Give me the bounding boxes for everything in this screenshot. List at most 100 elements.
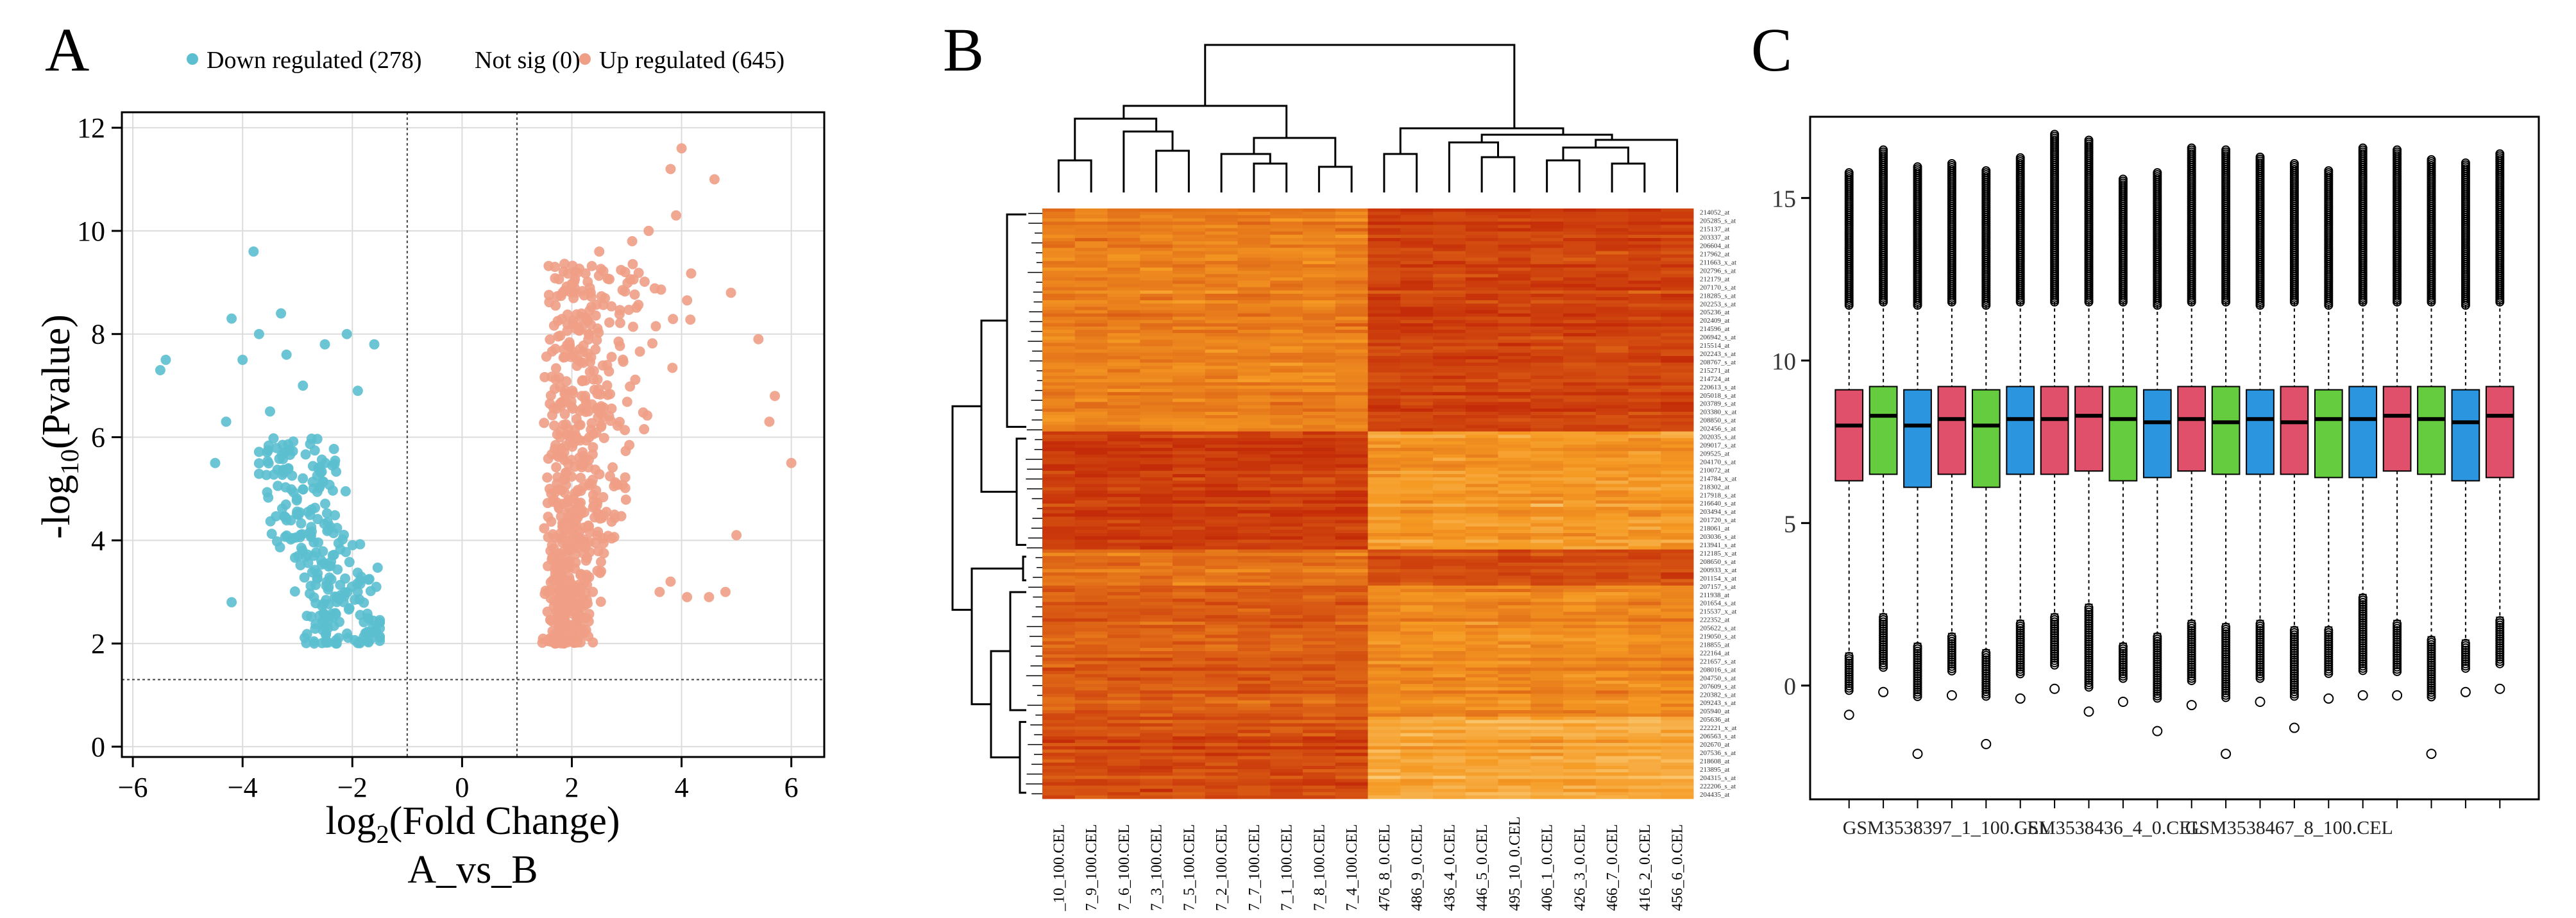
dendrogram-branch [1074,117,1158,160]
heatmap-cell [1074,513,1108,517]
heatmap-cell [1237,795,1271,799]
heatmap-cell [1465,484,1498,488]
heatmap-cell [1400,772,1434,776]
heatmap-cell [1661,260,1694,265]
down-regulated-point [321,508,332,519]
heatmap-cell [1628,552,1661,557]
heatmap-cell [1074,579,1108,583]
heatmap-cell [1303,559,1336,563]
heatmap-cell [1074,618,1108,622]
heatmap-cell [1205,690,1238,694]
heatmap-cell [1270,733,1303,737]
heatmap-cell [1237,700,1271,704]
volcano-legend: Down regulated (278) Not sig (0) Up regula… [187,47,784,74]
heatmap-cell [1563,644,1597,649]
heatmap-cell [1400,477,1434,481]
heatmap-cell [1074,336,1108,340]
heatmap-cell [1498,268,1531,271]
heatmap-cell [1530,740,1564,744]
heatmap-cell [1042,769,1076,773]
heatmap-cell [1661,507,1694,511]
x-tick-label: 0 [455,772,469,803]
heatmap-cell [1628,434,1661,439]
heatmap-cell [1595,520,1629,524]
up-regulated-point [548,320,559,331]
heatmap-cell [1498,569,1531,573]
heatmap-cell [1140,520,1173,524]
heatmap-cell [1530,638,1564,642]
heatmap-cell [1498,225,1531,229]
heatmap-cell [1628,703,1661,708]
heatmap-cell [1205,595,1238,599]
up-regulated-point [552,607,563,618]
heatmap-cell [1368,313,1401,318]
heatmap-cell [1498,346,1531,350]
heatmap-cell [1433,274,1466,278]
heatmap-cell [1563,726,1597,731]
heatmap-cell [1661,225,1694,229]
heatmap-cell [1107,411,1140,416]
heatmap-cell [1595,611,1629,616]
heatmap-cell [1400,310,1434,314]
heatmap-cell [1107,327,1140,330]
heatmap-cell [1498,372,1531,377]
heatmap-cell [1465,599,1498,602]
heatmap-cell [1595,398,1629,403]
heatmap-cell [1433,602,1466,606]
heatmap-row-label: 205622_s_at [1700,625,1736,633]
heatmap-cell [1107,631,1140,635]
heatmap-cell [1563,765,1597,770]
heatmap-cell [1303,631,1336,635]
heatmap-cell [1074,674,1108,678]
heatmap-cell [1498,343,1531,347]
heatmap-cell [1107,713,1140,717]
heatmap-cell [1465,418,1498,422]
heatmap-cell [1237,638,1271,642]
heatmap-cell [1498,795,1531,799]
heatmap-cell [1107,378,1140,383]
heatmap-cell [1270,536,1303,540]
heatmap-cell [1140,684,1173,688]
heatmap-cell [1530,536,1564,540]
heatmap-cell [1368,366,1401,370]
heatmap-cell [1042,418,1076,422]
heatmap-cell [1595,543,1629,547]
heatmap-cell [1237,438,1271,442]
heatmap-cell [1628,372,1661,377]
heatmap-cell [1628,218,1661,222]
heatmap-cell [1530,500,1564,504]
heatmap-cell [1595,375,1629,380]
heatmap-cell [1173,248,1206,251]
heatmap-cell [1173,274,1206,278]
heatmap-cell [1107,268,1140,271]
heatmap-cell [1465,405,1498,409]
heatmap-cell [1661,221,1694,226]
heatmap-cell [1368,536,1401,540]
heatmap-cell [1595,644,1629,649]
heatmap-cell [1237,378,1271,383]
heatmap-cell [1628,615,1661,619]
heatmap-cell [1498,415,1531,419]
heatmap-cell [1303,300,1336,304]
heatmap-cell [1042,752,1076,757]
up-regulated-point [598,491,609,502]
up-regulated-point [584,572,595,582]
heatmap-cell [1661,720,1694,724]
down-regulated-point [264,406,275,417]
heatmap-cell [1433,566,1466,570]
heatmap-cell [1173,717,1206,720]
heatmap-cell [1530,241,1564,245]
heatmap-cell [1530,490,1564,495]
heatmap-cell [1563,480,1597,484]
heatmap-cell [1335,244,1368,248]
up-regulated-point [682,295,693,306]
heatmap-row-label: 217962_at [1700,251,1729,259]
heatmap-cell [1237,215,1271,219]
heatmap-cell [1661,516,1694,521]
heatmap-cell [1368,362,1401,366]
heatmap-cell [1205,327,1238,330]
heatmap-cell [1173,212,1206,216]
heatmap-cell [1173,523,1206,527]
heatmap-cell [1368,327,1401,330]
down-regulated-point [285,449,296,460]
